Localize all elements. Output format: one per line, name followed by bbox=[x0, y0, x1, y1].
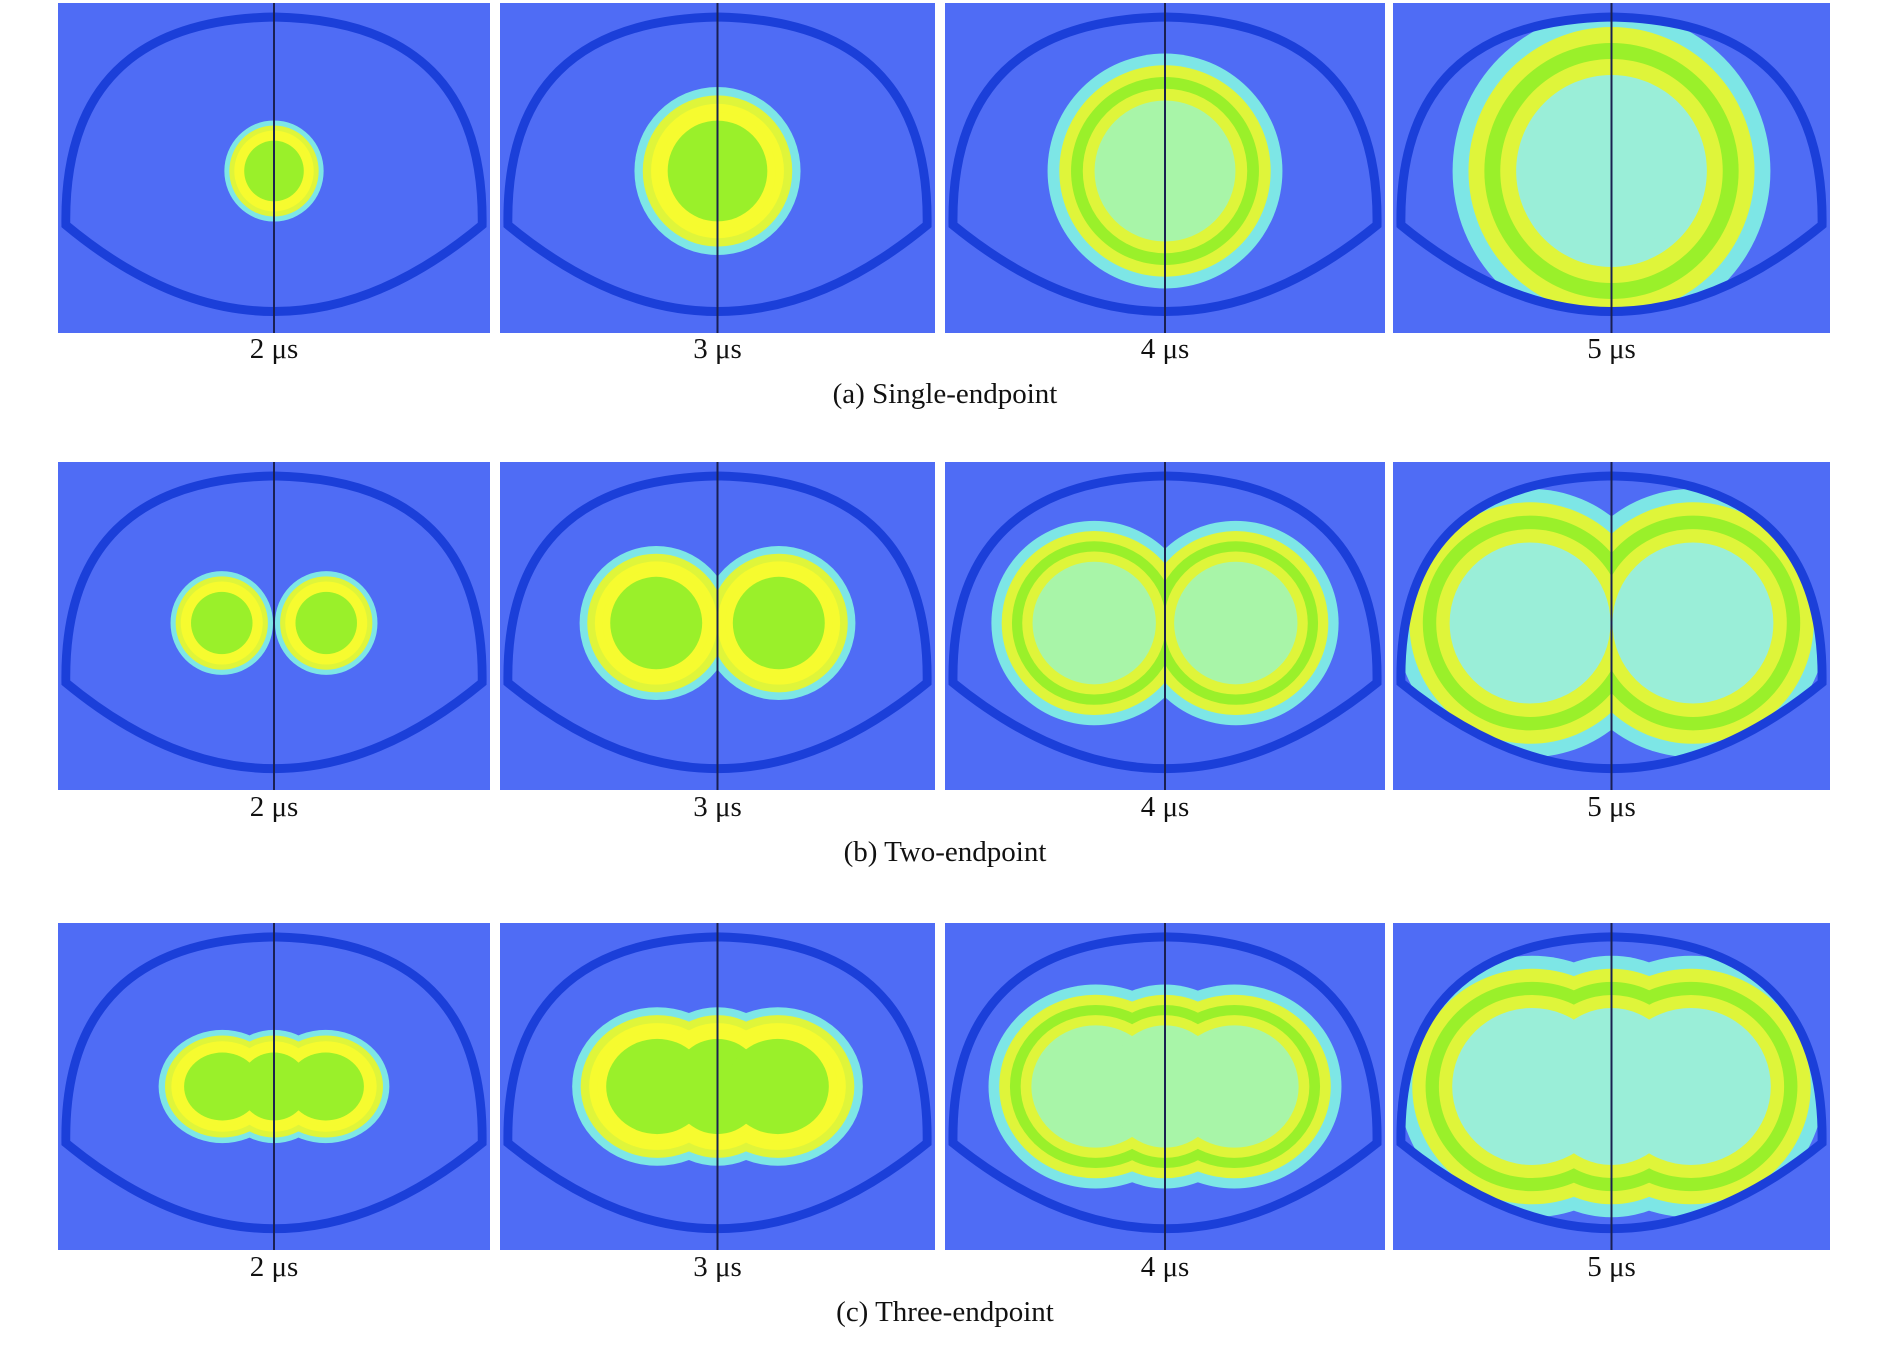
pressure-contour-plot bbox=[1393, 3, 1830, 333]
simulation-panel bbox=[58, 3, 490, 333]
row-caption: (b) Two-endpoint bbox=[843, 836, 1047, 868]
simulation-panel bbox=[500, 462, 935, 790]
time-label: 3 μs bbox=[693, 333, 742, 365]
time-label: 5 μs bbox=[1587, 333, 1636, 365]
simulation-panel bbox=[58, 923, 490, 1250]
pressure-contour-plot bbox=[1393, 923, 1830, 1250]
time-label: 4 μs bbox=[1140, 333, 1190, 365]
pressure-contour-plot bbox=[58, 3, 490, 333]
pressure-contour-plot bbox=[500, 462, 935, 790]
simulation-panel bbox=[945, 462, 1385, 790]
pressure-contour-plot bbox=[500, 923, 935, 1250]
time-label: 3 μs bbox=[693, 791, 742, 823]
pressure-contour-plot bbox=[58, 462, 490, 790]
time-label: 2 μs bbox=[249, 333, 299, 365]
simulation-panel bbox=[1393, 462, 1830, 790]
time-label: 3 μs bbox=[693, 1251, 742, 1283]
pressure-contour-plot bbox=[500, 3, 935, 333]
simulation-panel bbox=[500, 3, 935, 333]
simulation-panel bbox=[945, 3, 1385, 333]
simulation-panel bbox=[500, 923, 935, 1250]
time-label: 4 μs bbox=[1140, 1251, 1190, 1283]
simulation-panel bbox=[1393, 923, 1830, 1250]
pressure-contour-plot bbox=[945, 923, 1385, 1250]
pressure-contour-plot bbox=[1393, 462, 1830, 790]
time-label: 2 μs bbox=[249, 791, 299, 823]
pressure-contour-plot bbox=[945, 3, 1385, 333]
pressure-contour-plot bbox=[58, 923, 490, 1250]
row-caption: (c) Three-endpoint bbox=[836, 1296, 1054, 1328]
simulation-panel bbox=[58, 462, 490, 790]
pressure-contour-plot bbox=[945, 462, 1385, 790]
simulation-panel bbox=[1393, 3, 1830, 333]
time-label: 5 μs bbox=[1587, 791, 1636, 823]
simulation-panel bbox=[945, 923, 1385, 1250]
time-label: 4 μs bbox=[1140, 791, 1190, 823]
time-label: 2 μs bbox=[249, 1251, 299, 1283]
time-label: 5 μs bbox=[1587, 1251, 1636, 1283]
row-caption: (a) Single-endpoint bbox=[832, 378, 1058, 410]
